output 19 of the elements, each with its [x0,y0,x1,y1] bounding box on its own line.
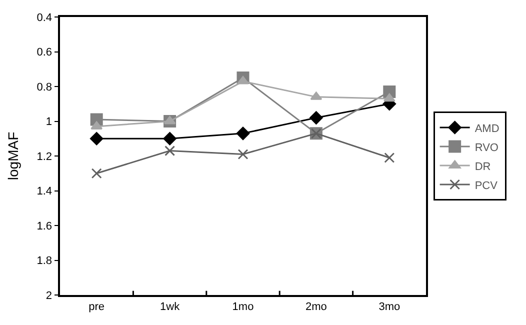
y-tick-label: 1.2 [36,150,52,163]
y-tick-label: 1.8 [36,255,52,268]
legend-label: PCV [474,180,498,192]
y-tick-label: 0.8 [36,81,52,94]
x-tick-label: 1mo [232,300,254,313]
y-tick-label: 0.4 [36,12,52,24]
legend-label: AMD [474,122,500,135]
y-tick-label: 1.4 [36,186,52,198]
y-tick-label: 0.6 [36,46,52,59]
y-tick-label: 2 [46,290,52,302]
x-tick-label: pre [88,300,105,313]
x-tick-label: 2mo [305,300,327,313]
y-tick-label: 1.6 [36,220,52,232]
x-tick-label: 3mo [378,300,400,313]
legend-label: RVO [474,142,499,154]
y-tick-label: 1 [46,116,52,128]
x-tick-label: 1wk [160,300,180,313]
y-axis-title: logMAF [4,132,21,180]
legend-label: DR [474,160,491,173]
